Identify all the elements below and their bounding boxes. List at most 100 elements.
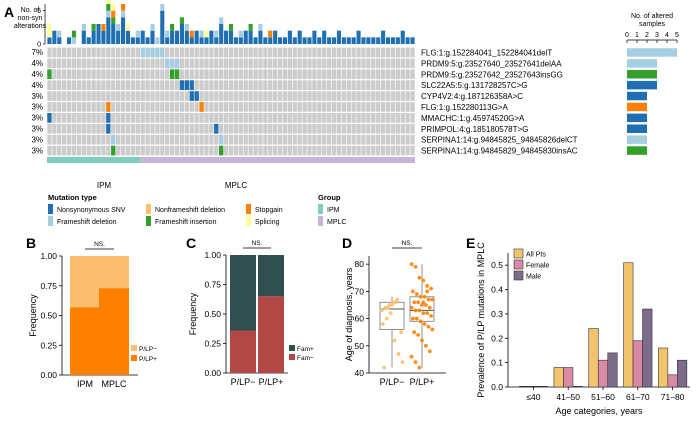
grid-cell	[302, 123, 307, 134]
bar-all-pts	[588, 328, 599, 388]
y-tick-label: 1.00	[40, 251, 57, 261]
bar-plp-plus	[70, 307, 100, 375]
top-bar-segment	[199, 37, 204, 44]
grid-cell	[169, 47, 175, 58]
grid-cell	[253, 47, 258, 58]
grid-cell	[120, 123, 126, 134]
grid-cell	[253, 69, 258, 80]
grid-cell	[86, 145, 91, 156]
grid-cell	[57, 80, 62, 90]
grid-cell	[214, 69, 219, 80]
grid-cell	[390, 134, 396, 145]
grid-cell	[238, 80, 243, 90]
data-point	[429, 313, 433, 318]
grid-cell	[243, 91, 248, 101]
grid-cell	[150, 69, 155, 80]
grid-cell	[302, 80, 307, 90]
grid-cell	[277, 145, 283, 156]
grid-cell	[165, 134, 170, 145]
grid-cell	[390, 123, 396, 134]
grid-cell	[115, 47, 121, 58]
grid-cell	[47, 47, 52, 58]
top-bar-segment	[91, 24, 96, 31]
grid-cell	[219, 102, 224, 112]
grid-cell	[273, 145, 278, 156]
grid-cell	[62, 123, 67, 134]
row-percent: 3%	[31, 114, 43, 123]
top-bar-segment	[341, 37, 346, 44]
top-bar-segment	[81, 24, 86, 31]
grid-cell	[209, 134, 214, 145]
y-tick-label: 0.4	[491, 285, 503, 295]
grid-cell	[233, 134, 239, 145]
grid-cell	[238, 91, 243, 101]
grid-cell	[390, 47, 396, 58]
grid-cell	[390, 113, 396, 123]
grid-cell	[91, 47, 96, 58]
grid-cell	[145, 102, 150, 112]
grid-cell	[47, 123, 52, 134]
grid-cell	[307, 80, 312, 90]
grid-cell	[410, 145, 415, 156]
grid-cell	[86, 113, 91, 123]
grid-cell	[322, 58, 327, 69]
data-point	[413, 264, 418, 269]
grid-cell	[233, 47, 239, 58]
grid-cell	[204, 145, 209, 156]
grid-cell	[331, 123, 337, 134]
grid-cell	[238, 123, 243, 134]
grid-cell	[86, 123, 91, 134]
group-bar-mplc	[140, 157, 416, 163]
grid-cell	[297, 58, 302, 69]
grid-cell	[297, 134, 302, 145]
top-bar-segment	[390, 37, 395, 44]
grid-cell	[356, 58, 361, 69]
top-bar-segment	[199, 30, 204, 38]
grid-cell	[165, 113, 170, 123]
grid-cell	[361, 91, 366, 101]
grid-cell	[395, 69, 400, 80]
data-point	[427, 305, 432, 310]
mutation-cell	[165, 58, 170, 69]
grid-cell	[91, 58, 96, 69]
grid-cell	[243, 80, 248, 90]
top-bar-segment	[263, 37, 268, 44]
grid-cell	[341, 80, 347, 90]
grid-cell	[96, 58, 101, 69]
grid-cell	[160, 134, 165, 145]
grid-cell	[66, 69, 72, 80]
grid-cell	[223, 102, 229, 112]
grid-cell	[57, 123, 62, 134]
top-bar-segment	[405, 37, 410, 44]
grid-cell	[331, 113, 337, 123]
significance-label: NS.	[402, 240, 413, 247]
data-point	[400, 360, 405, 365]
grid-cell	[228, 80, 234, 90]
grid-cell	[214, 145, 219, 156]
top-bar-segment	[81, 30, 86, 44]
grid-cell	[47, 91, 52, 101]
grid-cell	[380, 80, 386, 90]
grid-cell	[106, 91, 111, 101]
grid-cell	[243, 134, 248, 145]
grid-cell	[385, 47, 391, 58]
grid-cell	[253, 145, 258, 156]
grid-cell	[277, 47, 283, 58]
grid-cell	[336, 123, 342, 134]
grid-cell	[390, 69, 396, 80]
grid-cell	[76, 58, 82, 69]
grid-cell	[331, 91, 337, 101]
grid-cell	[71, 102, 77, 112]
top-bar-segment	[219, 24, 224, 44]
grid-cell	[273, 80, 278, 90]
grid-cell	[189, 58, 194, 69]
grid-cell	[346, 113, 351, 123]
grid-cell	[282, 102, 288, 112]
x-tick-label: MPLC	[101, 379, 127, 389]
grid-cell	[62, 47, 67, 58]
grid-cell	[169, 91, 175, 101]
grid-cell	[361, 102, 366, 112]
grid-cell	[243, 69, 248, 80]
grid-cell	[228, 113, 234, 123]
grid-cell	[101, 58, 106, 69]
